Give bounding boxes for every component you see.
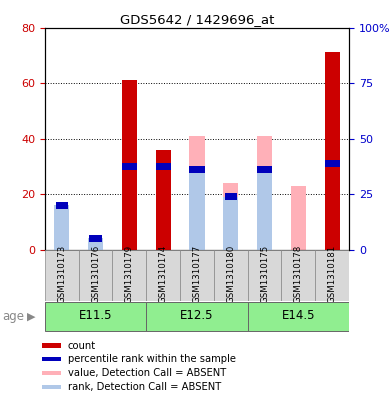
Text: ▶: ▶ xyxy=(27,311,35,321)
Bar xyxy=(112,250,146,301)
Text: GSM1310176: GSM1310176 xyxy=(91,245,100,303)
Bar xyxy=(324,53,340,250)
Bar xyxy=(257,136,272,250)
Text: GSM1310173: GSM1310173 xyxy=(57,245,66,303)
Bar xyxy=(189,136,204,250)
Bar xyxy=(291,186,306,250)
Bar xyxy=(79,250,112,301)
Title: GDS5642 / 1429696_at: GDS5642 / 1429696_at xyxy=(120,13,274,26)
Bar xyxy=(156,150,171,250)
Bar xyxy=(56,202,68,209)
Bar xyxy=(248,250,282,301)
Text: GSM1310180: GSM1310180 xyxy=(226,245,235,303)
Bar xyxy=(156,163,171,170)
Bar xyxy=(282,250,315,301)
Text: GSM1310175: GSM1310175 xyxy=(260,245,269,303)
Text: percentile rank within the sample: percentile rank within the sample xyxy=(68,354,236,364)
Bar xyxy=(180,250,214,301)
Bar xyxy=(122,80,137,250)
Text: GSM1310178: GSM1310178 xyxy=(294,245,303,303)
Text: GSM1310174: GSM1310174 xyxy=(159,245,168,303)
Bar xyxy=(248,302,349,331)
Bar xyxy=(214,250,248,301)
Text: E14.5: E14.5 xyxy=(282,309,315,322)
Bar xyxy=(45,250,79,301)
Text: GSM1310179: GSM1310179 xyxy=(125,245,134,303)
Bar xyxy=(257,169,272,250)
Bar xyxy=(257,165,272,173)
Text: rank, Detection Call = ABSENT: rank, Detection Call = ABSENT xyxy=(68,382,221,392)
Bar xyxy=(45,302,146,331)
Text: E12.5: E12.5 xyxy=(180,309,214,322)
Text: E11.5: E11.5 xyxy=(79,309,112,322)
Bar xyxy=(223,197,238,250)
Bar xyxy=(42,371,61,375)
Bar xyxy=(189,172,204,250)
Text: GSM1310177: GSM1310177 xyxy=(192,245,202,303)
Bar xyxy=(324,160,340,167)
Bar xyxy=(225,193,237,200)
Text: count: count xyxy=(68,341,96,351)
Bar xyxy=(42,357,61,362)
Bar xyxy=(42,343,61,348)
Bar xyxy=(146,250,180,301)
Bar xyxy=(89,235,102,242)
Bar xyxy=(122,163,137,170)
Text: age: age xyxy=(2,310,24,323)
Bar xyxy=(88,239,103,250)
Bar xyxy=(54,205,69,250)
Bar xyxy=(189,165,204,173)
Bar xyxy=(42,385,61,389)
Bar xyxy=(315,250,349,301)
Bar xyxy=(54,222,69,250)
Text: value, Detection Call = ABSENT: value, Detection Call = ABSENT xyxy=(68,368,226,378)
Bar xyxy=(223,183,238,250)
Text: GSM1310181: GSM1310181 xyxy=(328,245,337,303)
Bar xyxy=(146,302,248,331)
